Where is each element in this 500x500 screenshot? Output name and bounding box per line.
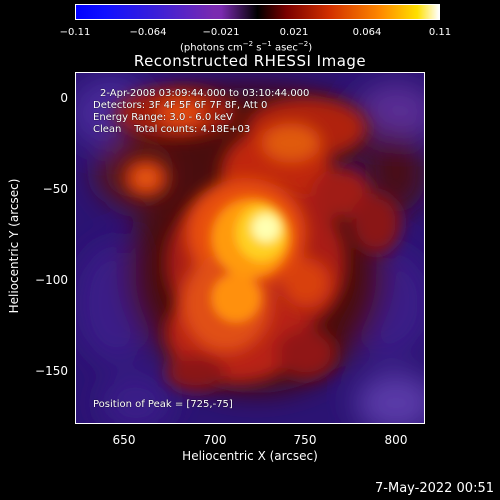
detectors-label: Detectors: 3F 4F 5F 6F 7F 8F, Att 0 [93,100,268,111]
y-tick-label: 0 [60,91,68,105]
x-tick-label: 650 [112,433,136,447]
colorbar [75,4,440,20]
colorbar-tick: −0.11 [59,27,91,38]
colorbar-tick: −0.064 [129,27,167,38]
time-range-label: 2-Apr-2008 03:09:44.000 to 03:10:44.000 [100,88,310,99]
colorbar-tick: 0.021 [279,27,309,38]
rhessi-image [76,73,424,423]
method-counts-label: Clean Total counts: 4.18E+03 [93,124,251,135]
solar-image-panel [75,72,425,424]
y-tick-label: −50 [42,182,68,196]
x-tick-label: 750 [293,433,317,447]
colorbar-tick: 0.11 [428,27,452,38]
colorbar-unit: (photons cm−2 s−1 asec−2) [180,40,313,54]
y-tick-label: −150 [35,364,68,378]
timestamp: 7-May-2022 00:51 [375,481,494,496]
x-tick-label: 800 [384,433,408,447]
energy-range-label: Energy Range: 3.0 - 6.0 keV [93,112,233,123]
peak-position-label: Position of Peak = [725,-75] [93,399,233,410]
colorbar-tick: 0.064 [352,27,382,38]
y-axis-label: Heliocentric Y (arcsec) [7,178,21,314]
x-axis-label: Heliocentric X (arcsec) [182,449,318,463]
x-tick-label: 700 [203,433,227,447]
image-title: Reconstructed RHESSI Image [133,52,367,70]
colorbar-tick: −0.021 [202,27,240,38]
y-tick-label: −100 [35,273,68,287]
